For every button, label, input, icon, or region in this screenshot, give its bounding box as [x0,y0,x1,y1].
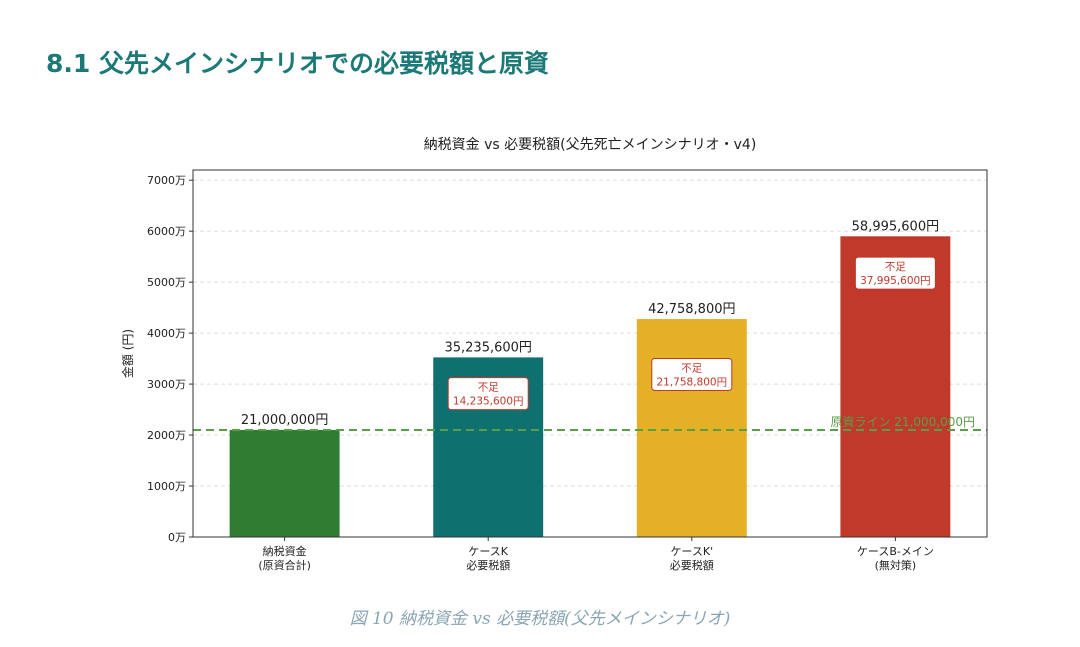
y-tick-label: 1000万 [147,480,186,493]
shortfall-label: 不足 [885,261,906,273]
value-label: 42,758,800円 [648,302,735,317]
x-tick-label: ケースB-メイン [857,545,934,558]
chart-title: 納税資金 vs 必要税額(父先死亡メインシナリオ・v4) [424,137,757,153]
x-tick-label: 必要税額 [466,558,510,572]
figure-caption: 図 10 納税資金 vs 必要税額(父先メインシナリオ) [349,609,731,629]
shortfall-box [651,358,733,392]
shortfall-label: 不足 [478,382,499,394]
x-tick-label: 必要税額 [670,558,714,572]
y-tick-label: 7000万 [147,174,186,187]
section-heading: 8.1 父先メインシナリオでの必要税額と原資 [46,49,549,78]
x-tick-label: ケースK [468,545,508,558]
y-tick-label: 3000万 [147,378,186,391]
x-tick-label: (原資合計) [258,558,311,572]
x-tick-label: ケースK' [670,545,713,558]
shortfall-box [854,256,936,290]
value-label: 21,000,000円 [241,413,328,428]
shortfall-value: 14,235,600円 [453,396,524,408]
bar [229,429,340,537]
y-tick-label: 6000万 [147,225,186,238]
shortfall-value: 21,758,800円 [656,377,727,389]
y-axis-label: 金額 (円) [120,329,135,378]
shortfall-label: 不足 [681,363,702,375]
y-tick-label: 5000万 [147,276,186,289]
y-tick-label: 0万 [168,531,186,544]
y-tick-label: 2000万 [147,429,186,442]
y-tick-label: 4000万 [147,327,186,340]
value-label: 35,235,600円 [444,340,531,355]
reference-line-label: 原資ライン 21,000,000円 [830,415,975,429]
x-tick-label: (無対策) [875,558,917,572]
bar [636,319,747,537]
plot-frame [192,169,988,538]
shortfall-value: 37,995,600円 [860,275,931,287]
shortfall-box [447,377,529,411]
x-tick-label: 納税資金 [263,544,307,558]
value-label: 58,995,600円 [852,219,939,234]
